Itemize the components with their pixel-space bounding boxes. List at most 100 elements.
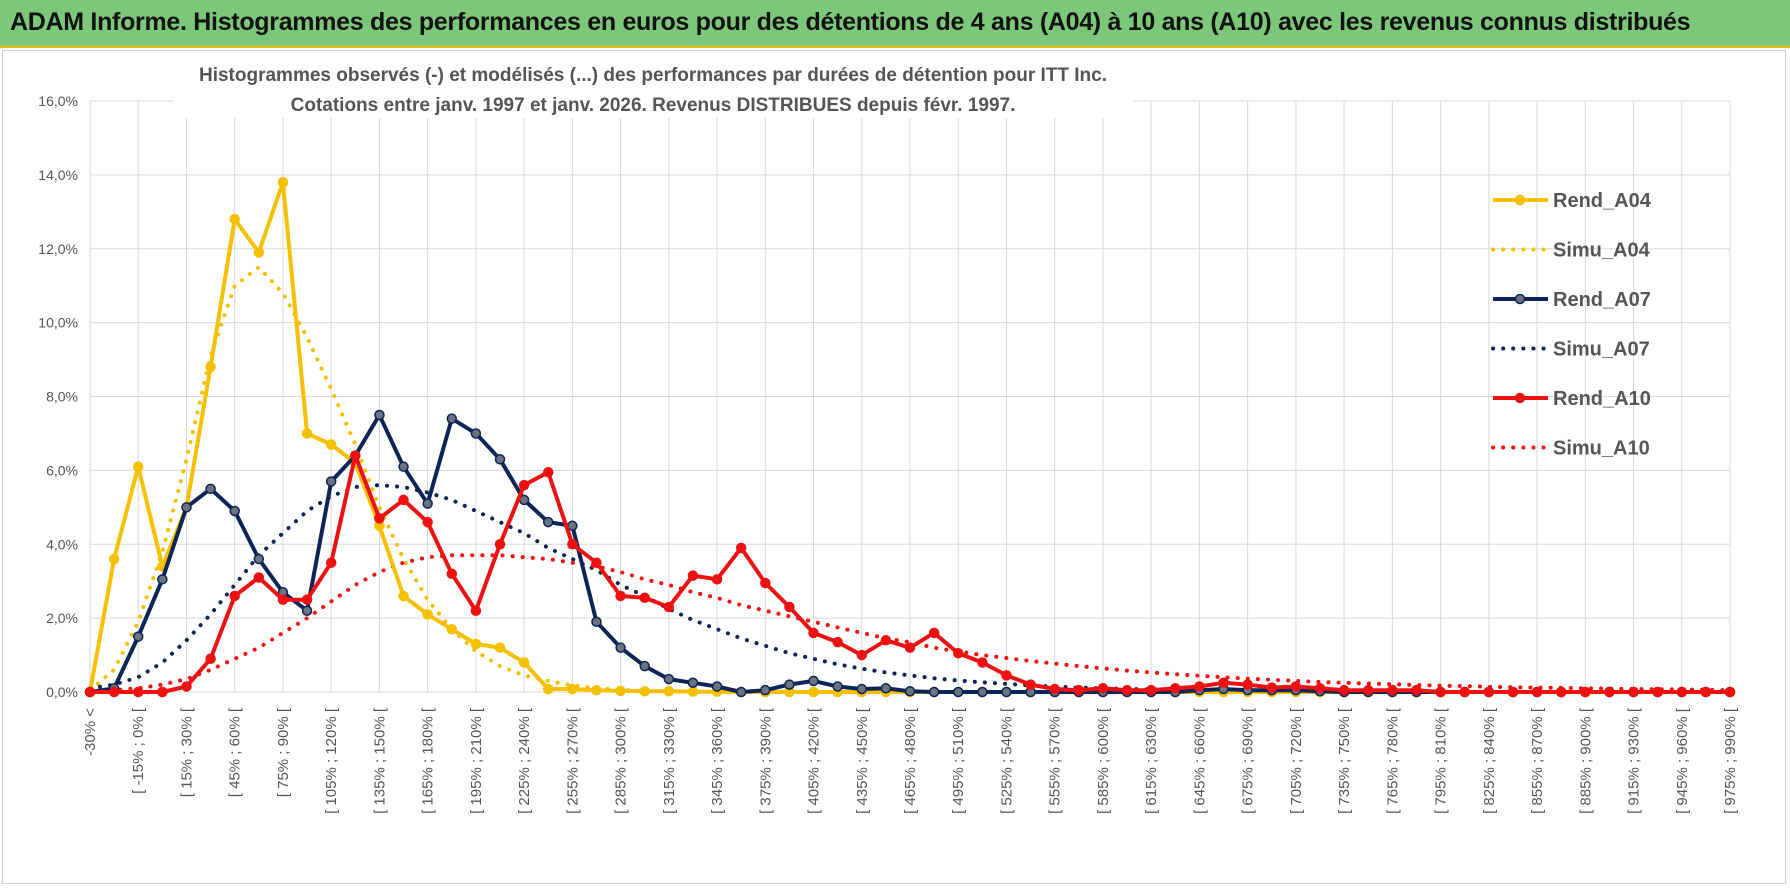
data-point: [422, 498, 433, 509]
x-tick-label: [ 435% ; 450% [: [854, 707, 871, 814]
data-point: [205, 483, 216, 495]
legend-label: Simu_A10: [1553, 438, 1650, 460]
data-point: [1145, 684, 1157, 696]
x-tick-label: [ 765% ; 780% [: [1384, 707, 1401, 814]
data-point: [1049, 683, 1060, 695]
data-point: [639, 592, 650, 604]
data-point: [952, 647, 964, 659]
x-tick-label: [ 375% ; 390% [: [757, 707, 774, 814]
x-tick-label: [ 735% ; 750% [: [1336, 707, 1353, 814]
data-point: [157, 686, 168, 698]
legend-item-Simu_A10: Simu_A10: [1491, 438, 1650, 460]
data-point: [1700, 686, 1712, 698]
x-tick-label: [ 825% ; 840% [: [1481, 707, 1498, 814]
x-tick-label: [ 405% ; 420% [: [806, 707, 823, 814]
y-tick-label: 14,0%: [38, 167, 78, 183]
data-point: [1555, 686, 1567, 698]
data-point: [398, 461, 409, 472]
data-point: [542, 466, 554, 478]
x-tick-label: [ 975% ; 990% [: [1722, 707, 1739, 814]
legend-marker: [1514, 392, 1526, 404]
x-tick-label: [ 345% ; 360% [: [709, 707, 726, 814]
data-point: [832, 681, 843, 692]
data-point: [108, 553, 120, 565]
data-point: [157, 574, 168, 585]
data-point: [1290, 681, 1302, 692]
y-tick-label: 0,0%: [46, 684, 78, 700]
legend-item-Simu_A04: Simu_A04: [1491, 240, 1651, 262]
data-point: [784, 679, 795, 690]
data-point: [470, 428, 482, 439]
data-point: [229, 590, 240, 602]
data-point: [1507, 686, 1519, 698]
legend-item-Rend_A07: Rend_A07: [1493, 289, 1651, 311]
legend-marker: [1514, 293, 1526, 305]
series-Rend_A10: [84, 450, 1736, 698]
data-point: [687, 570, 699, 581]
data-point: [446, 413, 458, 424]
x-tick-label: [ 855% ; 870% [: [1529, 707, 1546, 814]
chart-subtitle: Cotations entre janv. 1997 et janv. 2026…: [291, 95, 1016, 116]
data-point: [663, 601, 675, 613]
x-tick-label: [ -15% ; 0% [: [130, 707, 147, 794]
data-point: [1435, 686, 1446, 698]
data-point: [1194, 681, 1205, 692]
data-point: [1387, 684, 1398, 696]
data-point: [1362, 684, 1374, 696]
data-point: [1338, 684, 1350, 696]
data-point: [374, 409, 385, 421]
data-point: [494, 454, 506, 465]
legend-item-Rend_A10: Rend_A10: [1493, 388, 1651, 410]
data-point: [808, 627, 819, 639]
data-point: [374, 513, 385, 524]
data-point: [615, 642, 626, 653]
data-point: [832, 636, 843, 648]
data-point: [132, 461, 144, 472]
legend-marker: [1514, 194, 1526, 206]
data-point: [567, 683, 578, 695]
x-tick-label: [ 15% ; 30% [: [178, 707, 195, 797]
y-tick-label: 2,0%: [46, 610, 78, 626]
x-tick-label: [ 465% ; 480% [: [902, 707, 919, 814]
x-axis-ticks: -30% < [ -15% ; 0% [[ 15% ; 30% [[ 45% ; …: [82, 707, 1739, 814]
data-point: [253, 572, 265, 583]
data-point: [1314, 683, 1326, 694]
data-point: [1218, 677, 1229, 689]
data-point: [325, 476, 337, 487]
data-point: [591, 557, 602, 568]
data-point: [181, 681, 192, 692]
x-tick-label: [ 645% ; 660% [: [1191, 707, 1208, 814]
legend-item-Simu_A07: Simu_A07: [1491, 339, 1650, 361]
data-point: [928, 686, 940, 698]
data-point: [880, 683, 892, 694]
data-point: [1724, 686, 1736, 698]
data-point: [542, 683, 554, 695]
data-point: [301, 428, 313, 439]
data-point: [856, 683, 868, 695]
x-tick-label: [ 165% ; 180% [: [420, 707, 437, 814]
data-point: [518, 657, 530, 668]
legend-label: Simu_A07: [1553, 339, 1650, 361]
y-axis-ticks: 0,0% 2,0% 4,0% 6,0% 8,0% 10,0% 12,0% 14,0% 16,0%: [38, 93, 78, 700]
data-point: [1652, 686, 1663, 698]
legend-label: Rend_A10: [1553, 388, 1651, 410]
data-point: [1073, 684, 1085, 696]
data-point: [615, 590, 626, 602]
data-point: [1676, 686, 1688, 698]
data-point: [687, 686, 699, 697]
x-tick-label: [ 525% ; 540% [: [998, 707, 1015, 814]
data-point: [904, 686, 916, 697]
x-tick-label: [ 495% ; 510% [: [950, 707, 967, 814]
data-point: [687, 677, 699, 689]
page-title: ADAM Informe. Histogrammes des performan…: [10, 8, 1691, 36]
x-tick-label: [ 195% ; 210% [: [468, 707, 485, 814]
data-point: [977, 686, 988, 698]
x-tick-label: [ 285% ; 300% [: [613, 707, 630, 814]
legend-label: Simu_A04: [1553, 240, 1651, 262]
data-point: [446, 568, 458, 580]
data-point: [1097, 683, 1109, 694]
data-point: [663, 686, 675, 697]
data-point: [325, 557, 337, 568]
data-point: [1170, 683, 1181, 694]
x-tick-label: [ 555% ; 570% [: [1047, 707, 1064, 814]
